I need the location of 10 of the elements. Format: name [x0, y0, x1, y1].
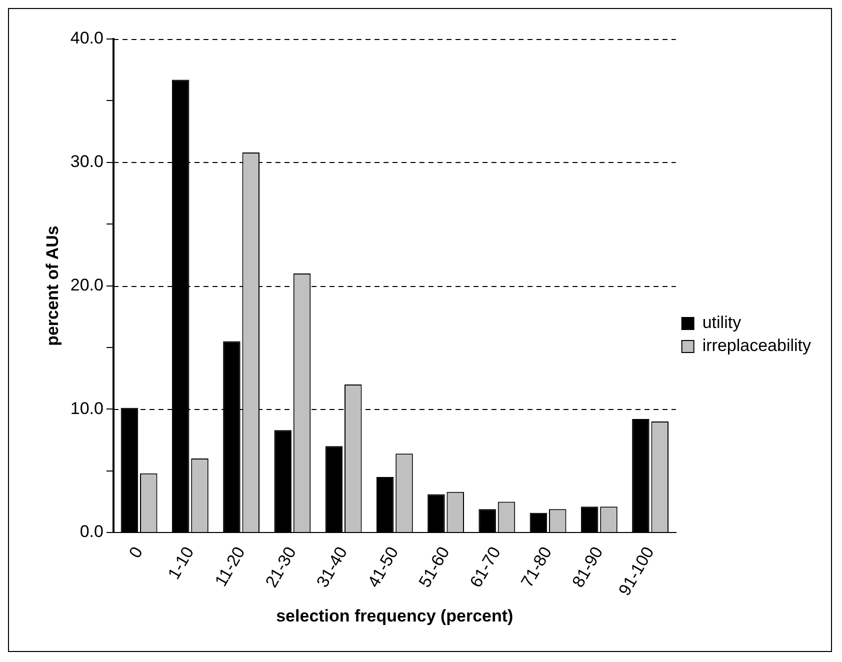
legend-label: utility	[702, 313, 742, 332]
y-axis-title: percent of AUs	[42, 226, 62, 346]
legend-label: irreplaceability	[702, 336, 812, 356]
y-tick-label: 0.0	[80, 522, 104, 542]
y-tick-label: 20.0	[70, 275, 104, 294]
y-tick-label: 30.0	[70, 152, 104, 172]
y-tick-label: 40.0	[70, 28, 104, 48]
y-tick-label: 10.0	[70, 398, 104, 418]
x-tick-label: 0	[125, 544, 147, 562]
x-axis-title: selection frequency (percent)	[276, 606, 514, 626]
